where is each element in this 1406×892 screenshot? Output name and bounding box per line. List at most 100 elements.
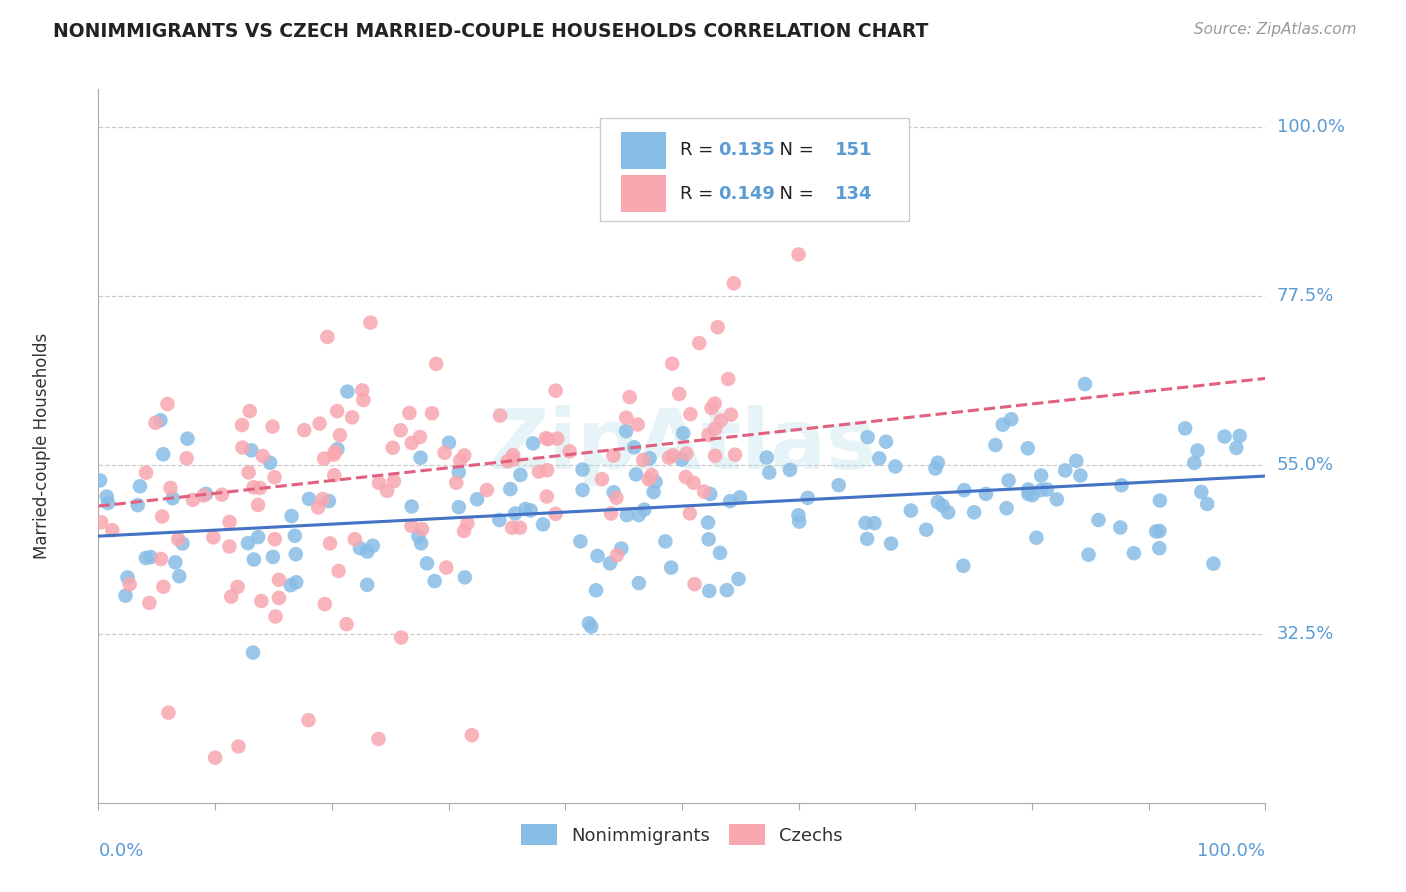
Point [704,449,727,463]
Point [382,474,405,488]
Point [1174,421,1197,435]
Point [236,536,259,550]
Point [787,515,810,529]
Point [176,451,198,466]
Point [454,570,477,584]
Point [718,494,741,508]
Point [515,502,537,516]
Point [423,574,446,588]
Point [356,578,378,592]
Point [361,539,384,553]
Point [159,481,181,495]
Point [1064,454,1087,468]
Point [931,499,953,513]
Point [900,503,922,517]
Text: 100.0%: 100.0% [1277,118,1344,136]
Point [243,552,266,566]
Point [720,408,742,422]
Point [654,534,676,549]
Point [218,540,240,554]
Point [489,409,512,423]
Point [118,577,141,591]
Point [1229,429,1251,443]
Point [319,536,342,550]
Point [1031,483,1053,497]
Point [352,392,374,407]
Point [496,454,519,468]
Point [936,505,959,519]
Point [343,532,366,546]
Point [176,432,198,446]
Point [716,583,738,598]
Point [1213,429,1236,443]
Point [927,495,949,509]
Point [326,404,349,418]
Point [389,423,412,437]
Point [519,503,541,517]
Point [659,560,682,574]
Point [602,449,624,463]
Point [527,465,550,479]
Point [89,474,111,488]
Point [1036,483,1059,497]
Point [250,594,273,608]
Point [375,483,398,498]
Point [703,396,725,410]
Point [697,584,720,599]
Point [675,447,697,461]
Point [157,706,180,720]
Point [534,431,557,445]
Point [349,541,371,555]
Point [509,521,531,535]
Point [475,483,498,497]
Point [544,384,567,398]
Point [927,456,949,470]
Point [502,448,524,462]
Point [662,448,685,462]
Point [284,529,307,543]
Point [1017,483,1039,497]
Point [704,422,727,436]
Point [688,336,710,351]
Point [627,508,650,522]
Point [640,468,662,483]
Point [263,470,285,484]
Point [723,277,745,291]
Point [239,404,262,418]
Point [329,428,352,442]
Point [1021,488,1043,502]
Point [991,417,1014,432]
Point [401,500,423,514]
Point [599,557,621,571]
Point [149,413,172,427]
Point [624,467,647,482]
Point [578,616,600,631]
Point [411,536,433,550]
Text: 151: 151 [835,141,872,159]
Point [875,434,897,449]
Point [219,590,242,604]
Point [787,247,810,261]
Point [280,509,302,524]
Point [610,541,633,556]
Point [328,564,350,578]
Point [461,728,484,742]
Point [586,549,609,563]
Point [544,507,567,521]
Text: 0.149: 0.149 [718,185,775,202]
Point [1189,485,1212,500]
Point [367,731,389,746]
Point [162,491,184,506]
Point [368,476,391,491]
Point [997,474,1019,488]
Point [675,470,697,484]
Point [697,428,720,442]
Point [591,472,613,486]
Point [465,492,488,507]
Point [679,407,702,421]
Point [252,449,274,463]
Point [619,390,641,404]
Point [297,713,319,727]
Point [679,507,702,521]
Point [509,467,531,482]
